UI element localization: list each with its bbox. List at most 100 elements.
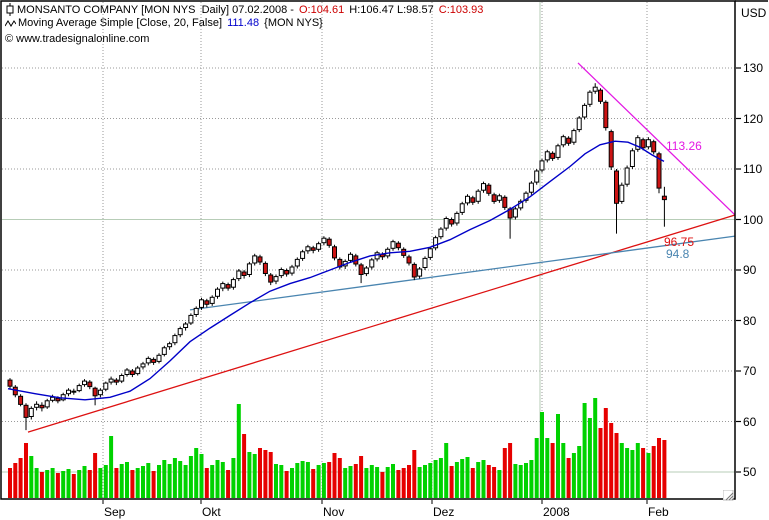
candle-down xyxy=(470,197,476,203)
volume-bar xyxy=(625,448,630,498)
candle-up xyxy=(188,314,194,324)
uptrend-line[interactable] xyxy=(27,214,736,433)
candle-down xyxy=(358,264,364,275)
candle-up xyxy=(374,252,380,260)
volume-bar xyxy=(8,468,12,498)
support-line-value-label[interactable]: 94.8 xyxy=(666,247,690,261)
candle-up xyxy=(422,257,428,268)
candle-down xyxy=(129,370,135,375)
candle-up xyxy=(390,241,396,249)
volume-bar xyxy=(646,453,651,498)
candle-up xyxy=(443,218,449,229)
downtrend-line-value-label[interactable]: 113.26 xyxy=(666,139,702,153)
volume-layer xyxy=(8,398,667,498)
candle-up xyxy=(252,255,258,264)
instrument-title: MONSANTO COMPANY [MON NYS Daily] 07.02.2… xyxy=(17,3,297,16)
volume-bar xyxy=(353,464,358,498)
volume-bar xyxy=(258,448,262,498)
high-low-values: H:106.47 L:98.57 xyxy=(346,3,437,16)
candle-up xyxy=(645,139,651,148)
candle-up xyxy=(635,137,641,150)
candle-up xyxy=(369,259,375,268)
volume-bar xyxy=(172,458,177,498)
volume-bar xyxy=(401,468,406,498)
candle-up xyxy=(289,266,295,274)
volume-bar xyxy=(29,456,34,498)
y-axis-tick-label: 120 xyxy=(743,111,764,126)
candle-up xyxy=(124,369,130,375)
candle-up xyxy=(167,343,173,348)
indicator-header-row[interactable]: Moving Average Simple [Close, 20, False]… xyxy=(5,17,323,29)
candle-up xyxy=(454,212,460,224)
volume-bar xyxy=(82,466,87,498)
volume-bar xyxy=(268,452,273,498)
downtrend-line[interactable] xyxy=(577,62,736,216)
candle-up xyxy=(528,182,534,193)
candle-down xyxy=(151,358,157,363)
candle-down xyxy=(18,395,24,405)
volume-bar xyxy=(34,468,39,498)
candle-up xyxy=(135,367,141,375)
moving-average-line[interactable] xyxy=(7,140,665,401)
y-axis-tick-label: 90 xyxy=(743,263,757,277)
instrument-header-row[interactable]: MONSANTO COMPANY [MON NYS Daily] 07.02.2… xyxy=(5,3,483,16)
volume-bar xyxy=(274,464,278,498)
volume-bar xyxy=(433,460,438,498)
candle-down xyxy=(204,300,210,305)
candle-up xyxy=(523,192,529,201)
volume-bar xyxy=(178,461,183,498)
volume-bar xyxy=(598,428,603,498)
x-axis-month-label: Dez xyxy=(433,505,455,519)
volume-bar xyxy=(263,450,268,498)
candle-up xyxy=(300,251,306,259)
candle-up xyxy=(496,195,502,201)
volume-bar xyxy=(71,474,76,498)
candle-up xyxy=(481,183,486,191)
candle-up xyxy=(161,347,167,355)
uptrend-line-value-label[interactable]: 96.75 xyxy=(664,235,695,249)
close-value: C:103.93 xyxy=(438,3,484,16)
candle-down xyxy=(7,379,13,387)
volume-bar xyxy=(194,448,199,498)
volume-bar xyxy=(657,438,661,498)
volume-bar xyxy=(545,438,550,498)
support-line[interactable] xyxy=(189,235,736,311)
candle-up xyxy=(209,296,215,304)
volume-bar xyxy=(641,448,646,498)
candle-down xyxy=(608,131,614,168)
volume-bar xyxy=(332,453,337,498)
candle-down xyxy=(656,153,662,189)
candle-down xyxy=(411,263,417,278)
volume-bar xyxy=(513,464,518,498)
x-axis-month-label: Nov xyxy=(323,505,345,519)
candle-down xyxy=(332,246,337,259)
volume-bar xyxy=(135,468,140,498)
volume-bar xyxy=(295,463,300,498)
volume-bar xyxy=(252,454,257,498)
candle-down xyxy=(598,89,603,102)
candle-down xyxy=(55,397,61,402)
candle-down xyxy=(113,379,119,383)
volume-bar xyxy=(438,458,443,498)
volume-bar xyxy=(321,463,326,498)
candle-up xyxy=(294,258,300,267)
candle-up xyxy=(544,151,550,161)
x-axis-month-label: Feb xyxy=(648,505,669,519)
volume-bar xyxy=(587,418,592,498)
candle-down xyxy=(326,238,332,246)
candle-up xyxy=(534,170,540,183)
volume-bar xyxy=(290,468,294,498)
indicator-symbol: {MON NYS} xyxy=(261,17,323,29)
volume-bar xyxy=(188,456,193,498)
candle-up xyxy=(582,104,588,118)
candle-up xyxy=(82,380,87,386)
candle-up xyxy=(592,86,598,92)
volume-bar xyxy=(215,460,220,498)
resize-handle-icon[interactable] xyxy=(722,488,734,506)
volume-bar xyxy=(61,471,66,498)
candle-up xyxy=(97,389,103,396)
volume-bar xyxy=(204,468,209,498)
candle-up xyxy=(417,268,423,277)
candle-up xyxy=(119,375,125,382)
